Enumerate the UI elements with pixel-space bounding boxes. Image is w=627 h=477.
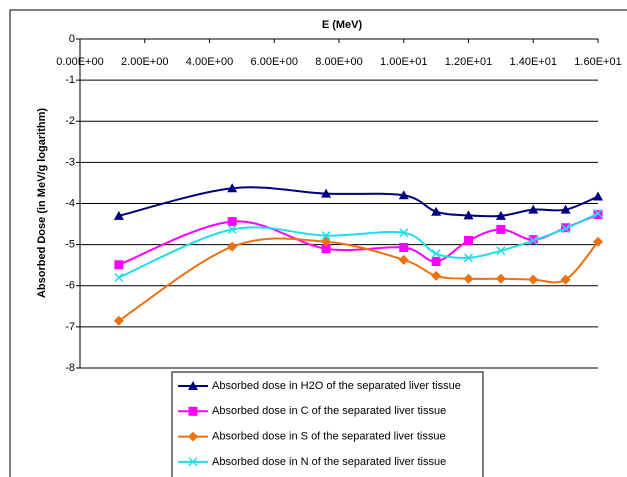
- x-tick-label: 1.60E+01: [574, 56, 621, 68]
- legend-marker: [188, 381, 198, 390]
- legend-label: Absorbed dose in N of the separated live…: [212, 456, 446, 468]
- series-line: [118, 212, 599, 279]
- data-point: [227, 241, 238, 252]
- data-point: [464, 236, 473, 246]
- data-point: [399, 228, 409, 238]
- data-point: [593, 191, 603, 201]
- y-tick-label: -7: [65, 321, 75, 333]
- data-point: [227, 217, 237, 227]
- data-point: [114, 272, 124, 283]
- x-tick-label: 1.20E+01: [445, 56, 492, 68]
- data-point: [431, 270, 442, 281]
- y-tick-label: -6: [65, 280, 75, 292]
- legend-box: [171, 371, 484, 477]
- x-axis-title: E (MeV): [322, 19, 363, 31]
- legend-label: Absorbed dose in S of the separated live…: [212, 431, 446, 443]
- data-point: [321, 244, 331, 254]
- y-tick-label: -3: [65, 156, 75, 168]
- data-point: [593, 236, 603, 247]
- data-point: [321, 236, 332, 247]
- data-point: [528, 235, 538, 246]
- y-tick-label: 0: [69, 33, 75, 45]
- data-point: [398, 190, 409, 200]
- data-point: [495, 273, 506, 284]
- legend-label: Absorbed dose in H2O of the separated li…: [212, 380, 461, 392]
- legend-marker: [188, 457, 198, 467]
- y-axis-title: Absorbed Dose (in MeV/g logarithm): [36, 108, 48, 298]
- data-point: [431, 256, 441, 266]
- data-point: [113, 315, 124, 326]
- y-tick-label: -8: [65, 362, 75, 374]
- data-point: [113, 210, 124, 220]
- x-tick-label: 0.00E+00: [56, 56, 103, 68]
- data-point: [463, 273, 474, 284]
- data-point: [399, 243, 409, 253]
- data-point: [561, 224, 571, 234]
- legend-marker: [188, 431, 198, 442]
- y-tick-label: -1: [65, 74, 75, 86]
- legend-label: Absorbed dose in C of the separated live…: [212, 405, 446, 417]
- data-point: [496, 246, 506, 256]
- series-line: [118, 237, 599, 322]
- legend-marker: [188, 406, 198, 416]
- y-tick-label: -2: [65, 115, 75, 127]
- data-point: [495, 210, 506, 220]
- data-point: [463, 253, 474, 263]
- data-point: [227, 183, 238, 193]
- data-point: [528, 274, 539, 285]
- data-point: [560, 274, 571, 285]
- x-tick-label: 4.00E+00: [186, 56, 233, 68]
- data-point: [431, 206, 442, 216]
- data-point: [321, 231, 331, 241]
- x-tick-label: 1.00E+01: [380, 56, 427, 68]
- data-point: [398, 254, 409, 265]
- x-tick-label: 6.00E+00: [251, 56, 298, 68]
- data-point: [321, 188, 332, 198]
- series-line: [118, 213, 599, 266]
- data-point: [463, 210, 474, 220]
- data-point: [114, 260, 124, 270]
- data-point: [593, 208, 603, 218]
- x-tick-label: 2.00E+00: [121, 56, 168, 68]
- data-point: [227, 224, 237, 234]
- y-tick-label: -5: [65, 239, 75, 251]
- y-tick-label: -4: [65, 197, 75, 209]
- data-point: [593, 210, 603, 220]
- data-point: [496, 224, 506, 234]
- data-point: [560, 204, 571, 214]
- chart-border: [9, 9, 627, 477]
- x-tick-label: 1.40E+01: [510, 56, 557, 68]
- x-tick-label: 8.00E+00: [315, 56, 362, 68]
- series-line: [118, 186, 599, 218]
- data-point: [528, 204, 539, 214]
- data-point: [431, 249, 441, 259]
